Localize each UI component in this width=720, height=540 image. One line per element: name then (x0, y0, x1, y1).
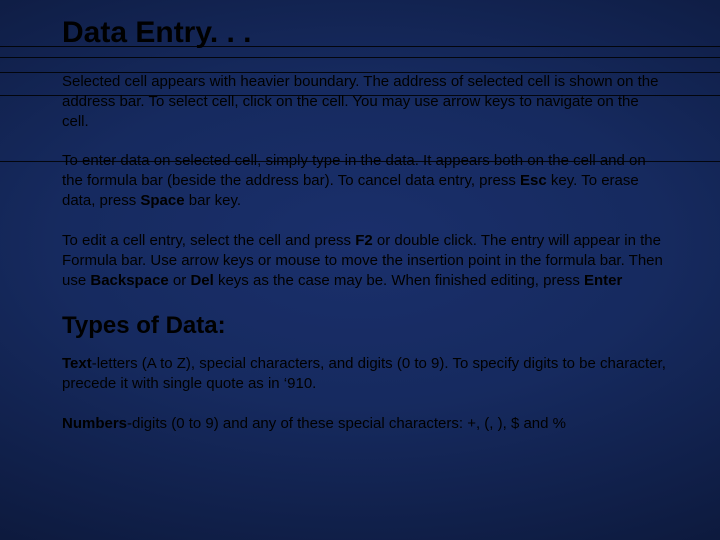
text-run: or (169, 272, 191, 289)
slide-title: Data Entry. . . (62, 16, 666, 50)
paragraph-select-cell: Selected cell appears with heavier bound… (62, 72, 666, 131)
slide-content: Data Entry. . . Selected cell appears wi… (0, 0, 720, 540)
key-del: Del (190, 272, 213, 289)
subheading-types-of-data: Types of Data: (62, 312, 666, 340)
key-backspace: Backspace (90, 272, 168, 289)
label-text: Text (62, 355, 92, 372)
paragraph-text-type: Text-letters (A to Z), special character… (62, 354, 666, 395)
key-space: Space (140, 192, 184, 209)
text-run: keys as the case may be. When finished e… (214, 272, 584, 289)
text-run: bar key. (185, 192, 241, 209)
paragraph-numbers-type: Numbers-digits (0 to 9) and any of these… (62, 414, 666, 434)
paragraph-enter-data: To enter data on selected cell, simply t… (62, 151, 666, 210)
text-run: To edit a cell entry, select the cell an… (62, 232, 355, 249)
key-f2: F2 (355, 232, 373, 249)
label-numbers: Numbers (62, 415, 127, 432)
text-run: -digits (0 to 9) and any of these specia… (127, 415, 566, 432)
key-esc: Esc (520, 172, 547, 189)
paragraph-edit-cell: To edit a cell entry, select the cell an… (62, 231, 666, 292)
text-run: -letters (A to Z), special characters, a… (62, 355, 666, 392)
key-enter: Enter (584, 272, 622, 289)
